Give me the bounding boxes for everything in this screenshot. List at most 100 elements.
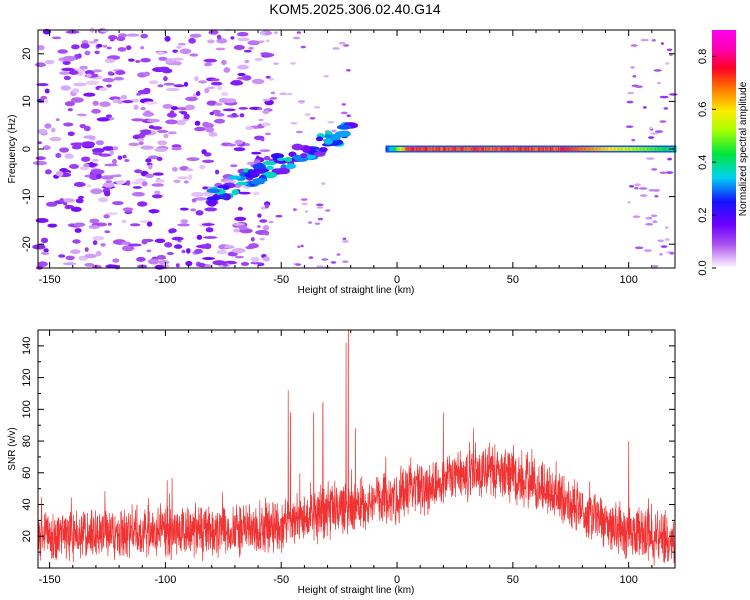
noise-blob [264,132,272,136]
ridge-cell [663,147,665,151]
noise-blob [79,65,88,70]
ridge-cell [510,147,512,151]
noise-blob [346,114,351,117]
noise-blob [91,158,99,162]
noise-blob [290,122,298,125]
noise-blob [340,111,348,115]
noise-blob [248,46,254,50]
y-tick-label: 60 [21,467,33,479]
noise-blob [273,31,278,34]
noise-blob [92,148,105,153]
noise-blob [215,47,226,51]
snr-series-line [38,330,675,566]
ridge-cell [555,147,557,151]
ridge-cell [619,147,621,151]
ridge-cell [453,147,456,151]
noise-blob [163,133,169,139]
noise-blob [95,250,102,257]
noise-blob [668,93,678,96]
noise-blob [653,69,662,72]
colorbar-tick-label: 0.6 [697,102,709,117]
ridge-cell [634,147,636,151]
noise-blob [70,249,81,254]
ridge-cell [445,147,447,151]
noise-blob [262,53,275,57]
ridge-cell [547,147,549,151]
noise-blob [55,170,64,177]
noise-blob [92,69,103,73]
noise-blob [79,166,90,171]
noise-blob [37,129,48,134]
cluster-blob [336,124,352,130]
noise-blob [177,223,191,227]
ridge-cell [509,147,511,151]
ridge-cell [417,147,420,151]
noise-blob [83,163,90,167]
noise-blob [84,70,95,75]
ridge-cell [525,147,527,151]
ridge-cell [633,147,635,151]
noise-blob [69,164,79,169]
noise-blob [650,214,658,218]
ridge-cell [661,147,663,151]
ridge-cell [492,147,494,151]
ridge-cell [553,147,555,151]
noise-blob [131,181,142,184]
noise-blob [179,207,189,211]
noise-blob [346,69,351,72]
noise-blob [669,252,675,255]
noise-blob [70,206,82,212]
noise-blob [655,130,663,133]
noise-blob [144,101,158,105]
y-tick-label: 120 [21,368,33,386]
x-tick-label: 0 [394,274,400,286]
noise-blob [37,261,48,267]
noise-blob [233,45,245,50]
noise-blob [92,236,105,241]
noise-blob [269,158,274,162]
noise-blob [265,75,271,79]
ridge-cell [394,147,396,151]
ridge-cell [507,147,509,151]
noise-blob [115,70,126,75]
noise-blob [203,122,214,129]
noise-blob [103,214,110,219]
noise-blob [171,166,178,172]
ridge-cell [646,147,648,151]
ridge-cell [578,147,581,151]
ridge-cell [627,147,629,151]
noise-blob [189,53,199,57]
noise-blob [76,72,84,76]
noise-blob [117,155,123,160]
noise-blob [251,78,265,85]
ridge-cell [600,147,603,151]
ridge-cell [412,147,414,151]
noise-blob [215,169,220,175]
cluster-blob [252,178,268,183]
noise-blob [60,85,71,91]
ridge-cell [544,147,546,151]
ridge-cell [416,147,418,151]
ridge-cell [554,147,556,151]
y-tick-label: 20 [21,530,33,542]
noise-blob [156,156,163,161]
ridge-cell [443,147,445,151]
ridge-cell [446,147,449,151]
ridge-cell [621,147,623,151]
cluster-blob [227,175,241,180]
noise-blob [300,198,308,201]
ridge-cell [438,147,440,151]
noise-blob [186,157,200,162]
noise-blob [112,201,124,206]
x-tick-label: 0 [394,574,400,586]
noise-blob [104,58,116,63]
ridge-cell [518,147,520,151]
noise-blob [250,151,262,155]
ridge-cell [405,147,407,151]
noise-blob [659,171,667,174]
ridge-cell [400,147,402,151]
ridge-cell [599,147,601,151]
ridge-cell [524,147,526,151]
noise-blob [173,84,185,88]
